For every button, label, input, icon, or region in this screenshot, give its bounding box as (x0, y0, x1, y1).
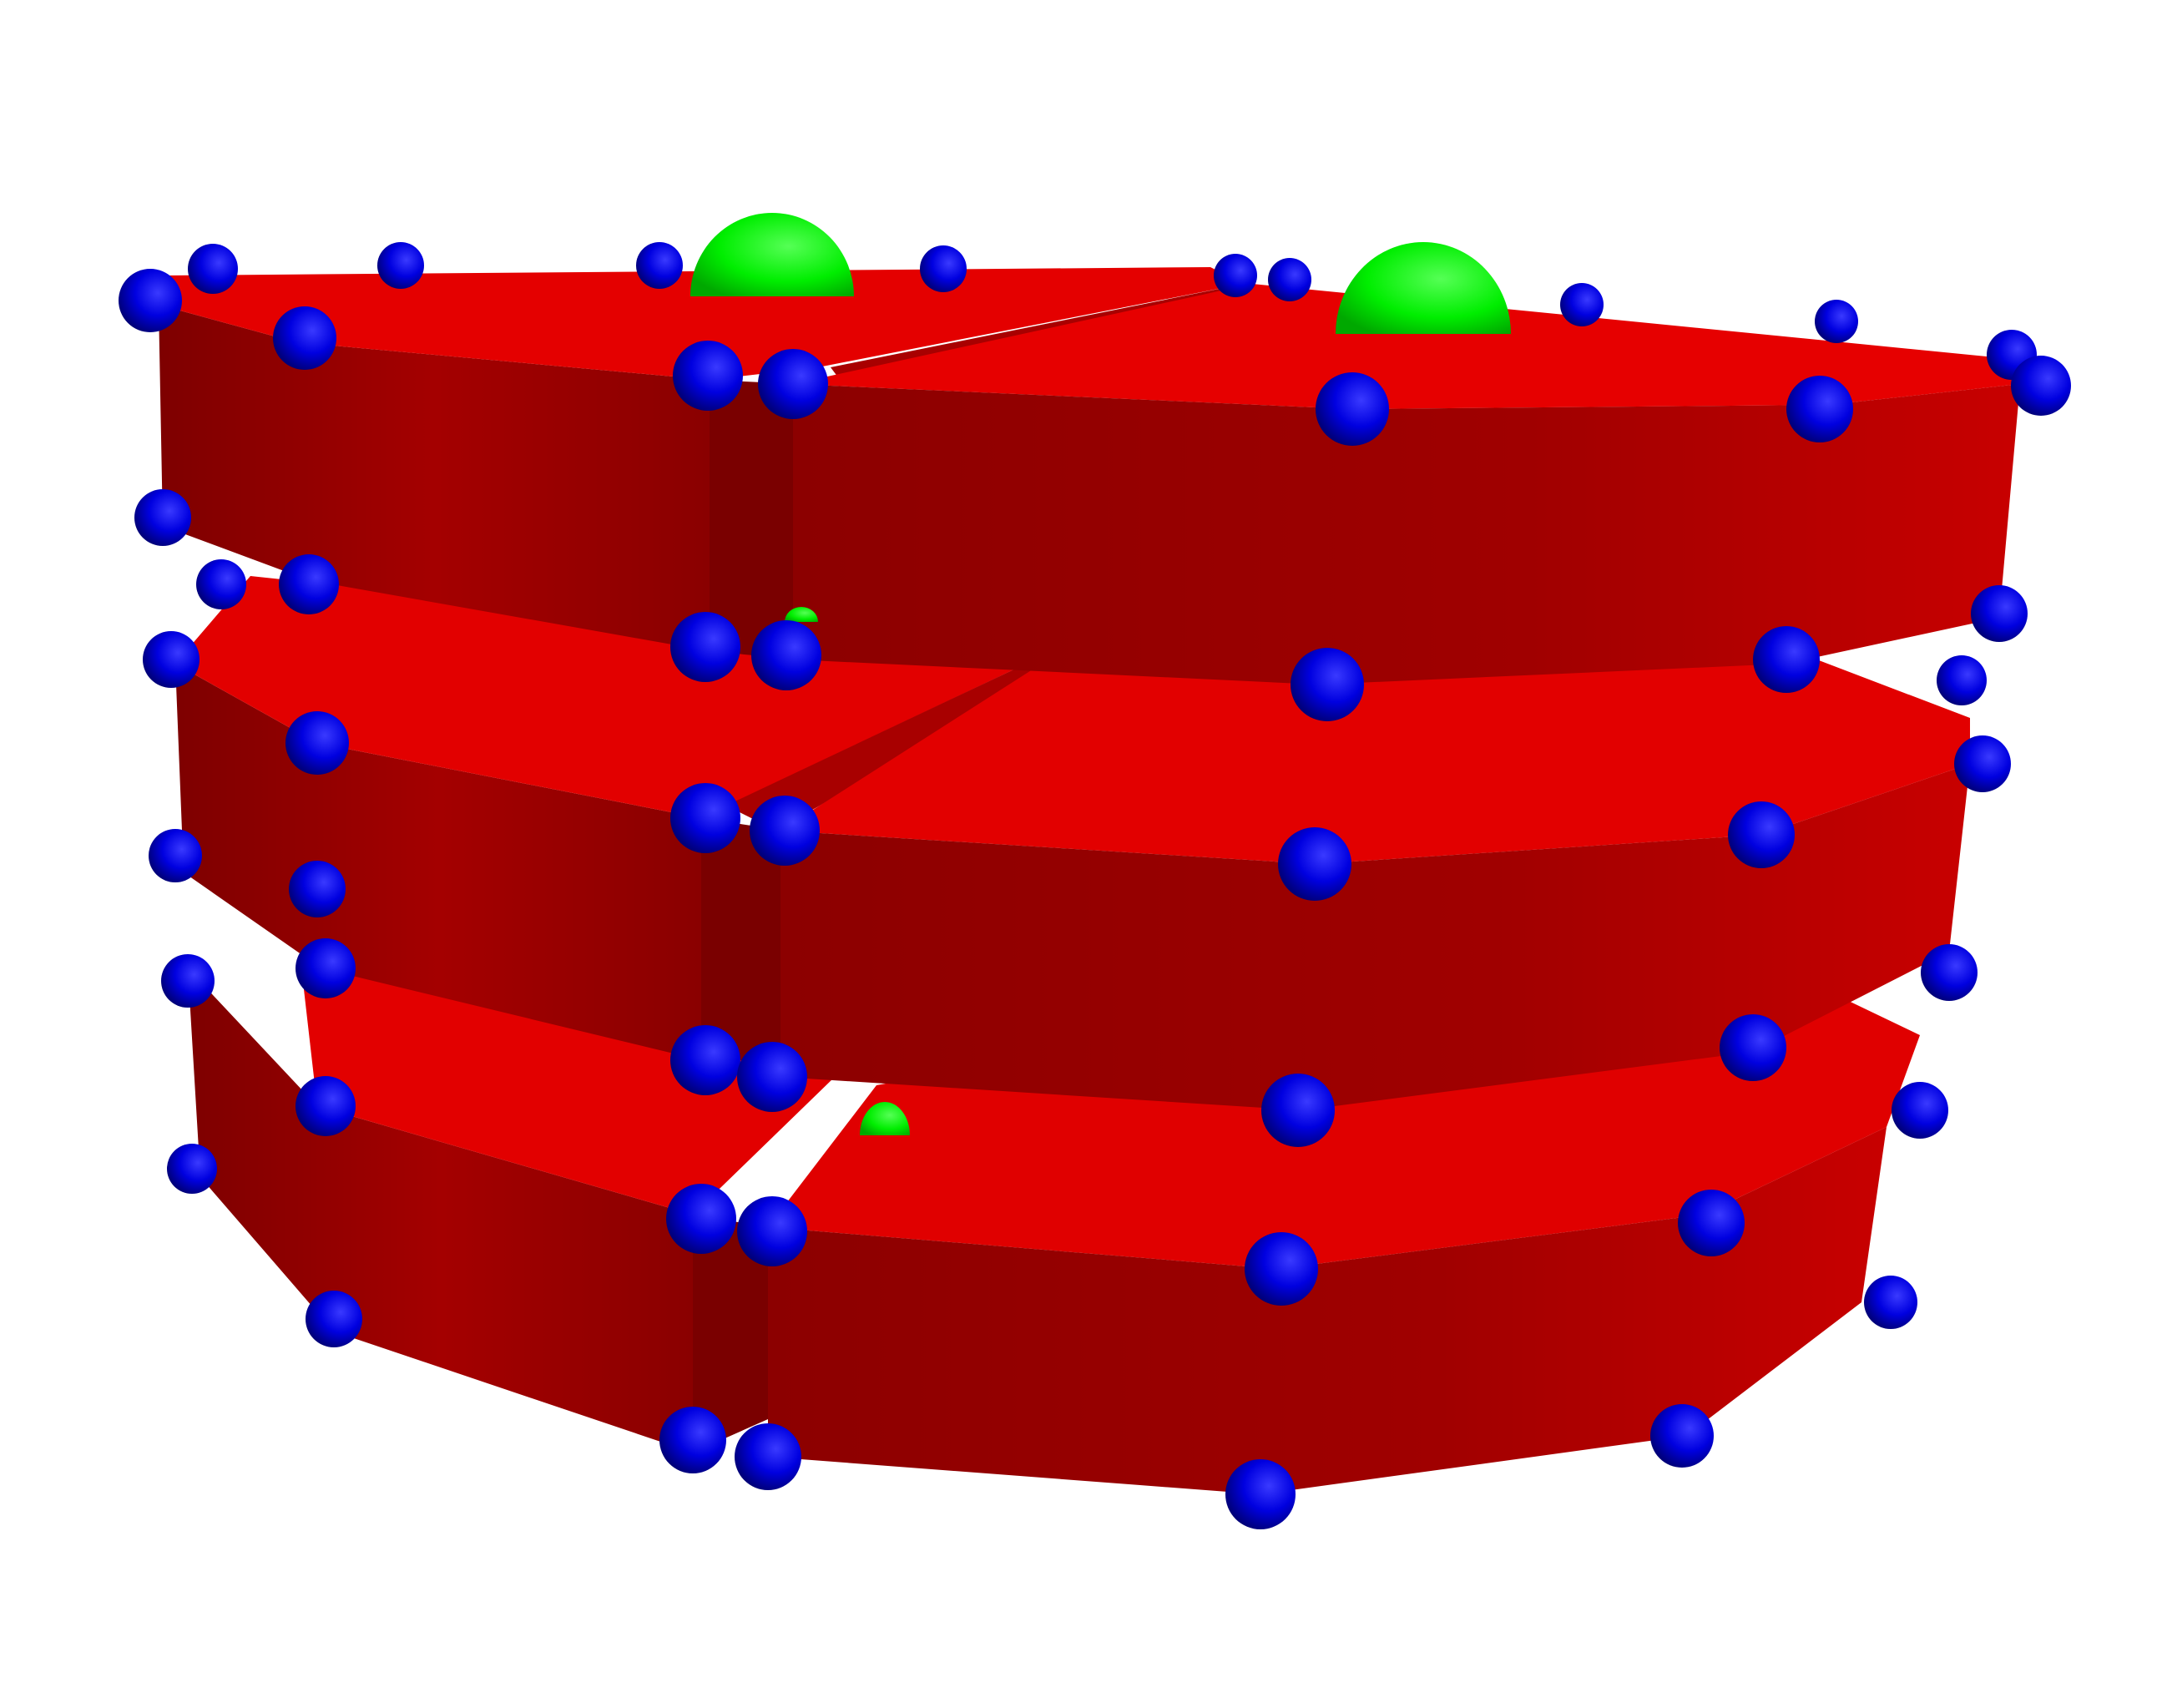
vertex-sphere (1892, 1082, 1948, 1139)
vertex-sphere (670, 783, 740, 853)
slab-bottom-left (188, 960, 835, 1453)
vertex-sphere (737, 1196, 807, 1266)
vertex-sphere (666, 1184, 736, 1254)
vertex-sphere (670, 1025, 740, 1095)
vertex-sphere (143, 631, 200, 688)
vertex-sphere (134, 489, 191, 546)
vertex-sphere (196, 559, 246, 609)
vertex-sphere (296, 938, 356, 998)
vertex-sphere (273, 306, 336, 370)
vertex-sphere (306, 1291, 362, 1347)
vertex-sphere (119, 269, 182, 332)
vertex-sphere (750, 796, 820, 866)
vertex-sphere (1678, 1190, 1745, 1256)
vertex-sphere (1720, 1014, 1786, 1081)
vertex-sphere (1261, 1074, 1335, 1147)
dome-marker (690, 213, 854, 296)
vertex-spheres (119, 242, 2071, 1529)
dome-marker (1336, 242, 1511, 334)
vertex-sphere (279, 554, 339, 614)
vertex-sphere (1316, 372, 1389, 446)
vertex-sphere (1268, 258, 1311, 301)
vertex-sphere (1937, 655, 1987, 705)
vertex-sphere (673, 341, 743, 411)
slab-top-right (793, 284, 2020, 685)
vertex-sphere (1650, 1404, 1714, 1468)
vertex-sphere (737, 1042, 807, 1112)
vertex-sphere (758, 349, 828, 419)
vertex-sphere (1921, 944, 1978, 1001)
vertex-sphere (377, 242, 424, 289)
vertex-sphere (1815, 300, 1858, 343)
vertex-sphere (735, 1423, 801, 1490)
vertex-sphere (2011, 356, 2071, 416)
vertex-sphere (161, 954, 215, 1008)
vertex-sphere (920, 245, 967, 292)
vertex-sphere (167, 1144, 217, 1194)
green-domes (690, 213, 1511, 1135)
vertex-sphere (1214, 254, 1257, 297)
vertex-sphere (296, 1076, 356, 1136)
vertex-sphere (659, 1407, 726, 1473)
vertex-sphere (1864, 1276, 1917, 1329)
vertex-sphere (289, 861, 346, 917)
vertex-sphere (670, 612, 740, 682)
vertex-sphere (1753, 626, 1820, 693)
vertex-sphere (1971, 585, 2028, 642)
vertex-sphere (1278, 827, 1351, 901)
dome-marker (785, 607, 818, 622)
vertex-sphere (1560, 283, 1604, 326)
vertex-sphere (149, 829, 202, 882)
vertex-sphere (1786, 376, 1853, 442)
vertex-sphere (1954, 735, 2011, 792)
vertex-sphere (751, 620, 821, 690)
vertex-sphere (1225, 1459, 1296, 1529)
vertex-sphere (285, 711, 349, 775)
slab-middle-right (780, 651, 1970, 1110)
vertex-sphere (188, 244, 238, 294)
vertex-sphere (1728, 801, 1795, 868)
vertex-sphere (1291, 648, 1364, 721)
dome-marker (860, 1102, 910, 1135)
vertex-sphere (1245, 1232, 1318, 1306)
vertex-sphere (636, 242, 683, 289)
